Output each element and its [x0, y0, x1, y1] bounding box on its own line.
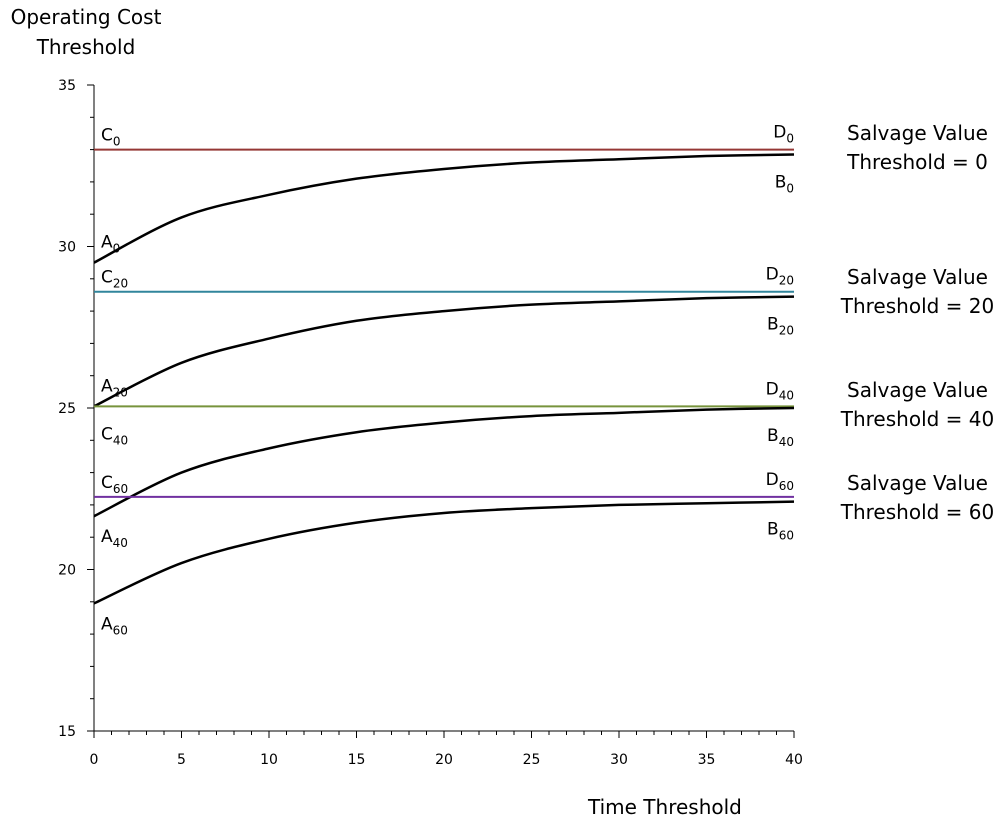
end-label-D40: D40 [766, 379, 794, 402]
end-label-D60: D60 [766, 470, 794, 493]
y-axis-title-line2: Threshold [36, 35, 136, 59]
start-label-C40: C40 [101, 424, 128, 447]
annotation-line2: Threshold = 40 [840, 407, 995, 431]
x-tick-label: 5 [177, 752, 186, 768]
annotation-threshold-0: Salvage Value Threshold = 0 [830, 119, 1005, 177]
x-tick-label: 15 [348, 752, 366, 768]
chart-marks [87, 84, 795, 738]
annotation-threshold-60: Salvage Value Threshold = 60 [830, 469, 1005, 527]
y-tick-label: 30 [58, 240, 76, 256]
x-tick-label: 40 [785, 752, 803, 768]
end-label-D0: D0 [773, 123, 794, 146]
end-label-D20: D20 [766, 265, 794, 288]
x-axis-title: Time Threshold [588, 795, 742, 819]
start-label-A40: A40 [101, 527, 128, 550]
y-tick-label: 15 [58, 724, 76, 740]
annotation-line1: Salvage Value [847, 121, 988, 145]
y-axis-title: Operating Cost Threshold [0, 2, 172, 62]
end-label-B20: B20 [767, 315, 794, 338]
y-tick-label: 20 [58, 563, 76, 579]
cost-curve-20 [93, 295, 795, 408]
end-label-B0: B0 [775, 172, 794, 195]
x-tick-label: 30 [610, 752, 628, 768]
start-label-A0: A0 [101, 233, 120, 256]
end-label-B40: B40 [767, 426, 794, 449]
cost-curve-40 [93, 406, 795, 518]
x-tick-label: 25 [523, 752, 541, 768]
cost-curve-0 [93, 153, 795, 264]
annotation-line1: Salvage Value [847, 471, 988, 495]
annotation-line2: Threshold = 0 [847, 150, 988, 174]
annotation-line2: Threshold = 60 [840, 500, 995, 524]
x-tick-label: 10 [260, 752, 278, 768]
y-axis-title-line1: Operating Cost [10, 5, 162, 29]
annotation-line1: Salvage Value [847, 378, 988, 402]
annotation-line1: Salvage Value [847, 265, 988, 289]
chart-labels: 15 20 25 30 35 0 5 10 15 20 25 30 35 40 C0 D0 A0 B0 C20 D20… [58, 78, 803, 768]
start-label-C60: C60 [101, 473, 128, 496]
x-tick-label: 35 [698, 752, 716, 768]
annotation-threshold-40: Salvage Value Threshold = 40 [830, 376, 1005, 434]
annotation-line2: Threshold = 20 [840, 294, 995, 318]
start-label-C20: C20 [101, 268, 128, 291]
x-tick-label: 20 [435, 752, 453, 768]
annotation-threshold-20: Salvage Value Threshold = 20 [830, 263, 1005, 321]
end-label-B60: B60 [767, 520, 794, 543]
start-label-A60: A60 [101, 614, 128, 637]
y-tick-label: 35 [58, 78, 76, 94]
y-tick-label: 25 [58, 401, 76, 417]
start-label-C0: C0 [101, 126, 121, 149]
cost-curve-60 [93, 500, 795, 605]
x-tick-label: 0 [90, 752, 99, 768]
start-label-A20: A20 [101, 376, 128, 399]
